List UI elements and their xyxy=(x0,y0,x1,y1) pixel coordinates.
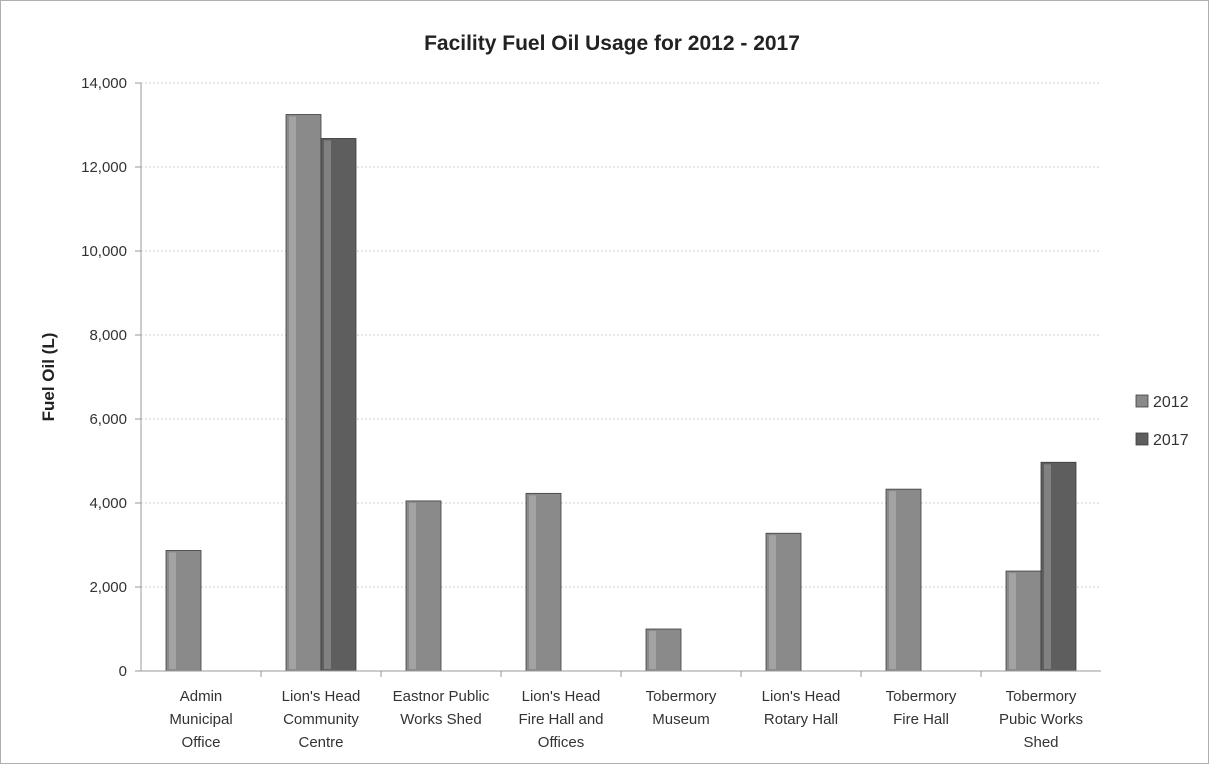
y-tick-label: 0 xyxy=(119,663,127,680)
chart-title: Facility Fuel Oil Usage for 2012 - 2017 xyxy=(424,32,800,55)
x-category-label: Office xyxy=(182,734,221,751)
legend-swatch-2012 xyxy=(1135,394,1149,408)
x-category-label: Fire Hall and xyxy=(518,711,603,728)
x-category-label: Lion's Head xyxy=(762,688,841,705)
bar-2017 xyxy=(320,138,357,672)
x-category-label: Offices xyxy=(538,734,584,751)
y-tick-label: 6,000 xyxy=(89,411,127,428)
x-category-label: Fire Hall xyxy=(893,711,949,728)
bar-highlight xyxy=(169,552,176,669)
bar-highlight xyxy=(409,502,416,669)
x-category-label: Tobermory xyxy=(646,688,717,705)
x-category-label: Museum xyxy=(652,711,710,728)
bar-2012 xyxy=(1005,570,1042,672)
x-category-labels: Admin Municipal Office Lion's Head Community… xyxy=(169,688,1083,751)
bar-2017 xyxy=(1040,461,1077,672)
x-category-label: Centre xyxy=(298,734,343,751)
gridlines xyxy=(135,82,1101,672)
y-tick-labels: 0 2,000 4,000 6,000 8,000 10,000 12,000 14,000 xyxy=(81,75,127,680)
y-axis-label: Fuel Oil (L) xyxy=(39,333,58,422)
x-category-label: Rotary Hall xyxy=(764,711,838,728)
x-category-label: Municipal xyxy=(169,711,232,728)
x-category-label: Lion's Head xyxy=(522,688,601,705)
y-tick-label: 10,000 xyxy=(81,243,127,260)
x-category-label: Works Shed xyxy=(400,711,481,728)
x-category-label: Community xyxy=(283,711,359,728)
axes xyxy=(140,83,1101,677)
y-tick-label: 12,000 xyxy=(81,159,127,176)
x-category-label: Shed xyxy=(1023,734,1058,751)
bar-highlight xyxy=(324,140,331,669)
legend-label-2012: 2012 xyxy=(1153,394,1189,411)
x-category-label: Tobermory xyxy=(886,688,957,705)
legend-swatch-2017 xyxy=(1135,432,1149,446)
bar-2012 xyxy=(165,550,202,672)
y-tick-label: 2,000 xyxy=(89,579,127,596)
x-category-label: Admin xyxy=(180,688,223,705)
bar-2012 xyxy=(405,500,442,672)
bar-highlight xyxy=(889,491,896,669)
bar-highlight xyxy=(769,535,776,669)
bar-highlight xyxy=(289,116,296,669)
y-tick-label: 4,000 xyxy=(89,495,127,512)
y-tick-label: 8,000 xyxy=(89,327,127,344)
x-category-label: Tobermory xyxy=(1006,688,1077,705)
bar-2012 xyxy=(885,488,922,672)
legend: 2012 2017 xyxy=(1135,394,1189,449)
bar-highlight xyxy=(1044,464,1051,669)
bar-highlight xyxy=(529,495,536,669)
bar-highlight xyxy=(649,631,656,669)
bars xyxy=(165,114,1077,672)
bar-highlight xyxy=(1009,573,1016,669)
x-category-label: Pubic Works xyxy=(999,711,1083,728)
x-category-label: Lion's Head xyxy=(282,688,361,705)
bar-2012 xyxy=(765,532,802,672)
legend-label-2017: 2017 xyxy=(1153,432,1189,449)
x-category-label: Eastnor Public xyxy=(393,688,490,705)
y-tick-label: 14,000 xyxy=(81,75,127,92)
